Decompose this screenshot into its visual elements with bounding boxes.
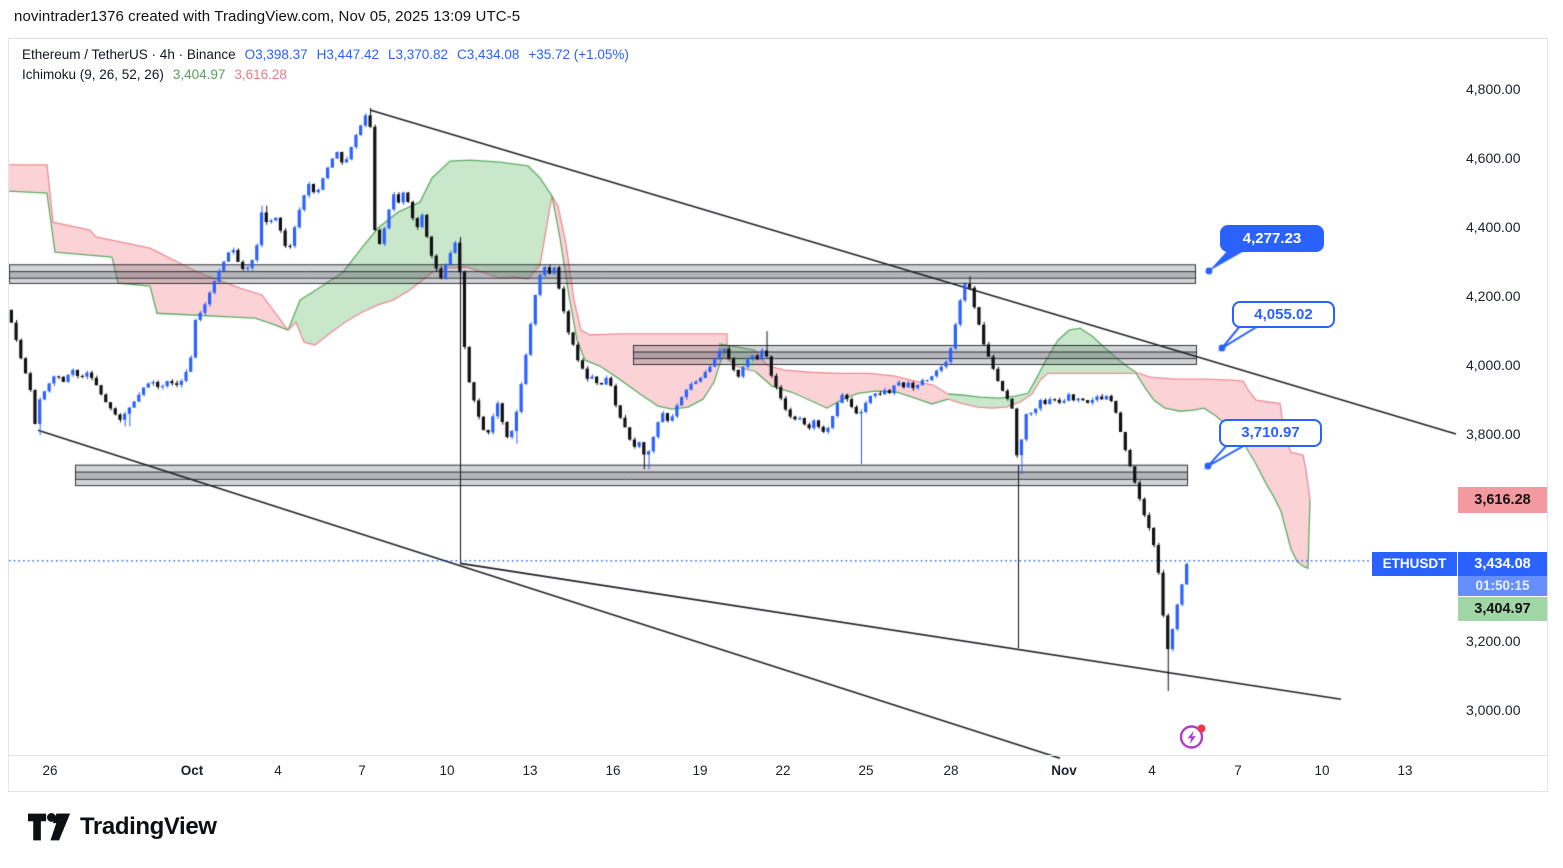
- last-price-label: 3,434.08: [1458, 552, 1547, 576]
- x-axis-tick: 16: [605, 763, 621, 778]
- y-axis-tick: 4,800.00: [1466, 81, 1521, 97]
- x-axis-tick: 4: [1148, 763, 1156, 778]
- price-callout[interactable]: 4,055.02: [1232, 301, 1335, 328]
- y-axis-tick: 4,600.00: [1466, 150, 1521, 166]
- legend-symbol-row[interactable]: Ethereum / TetherUS · 4h · Binance O3,398…: [22, 45, 629, 65]
- ohlc-close: C3,434.08: [457, 47, 520, 62]
- flash-event-icon[interactable]: [1179, 723, 1206, 750]
- ohlc-low: L3,370.82: [387, 47, 449, 62]
- ohlc-change: +35.72 (+1.05%): [528, 47, 629, 62]
- symbol-price-tag: ETHUSDT: [1372, 552, 1457, 576]
- x-axis-tick: Oct: [180, 763, 204, 778]
- x-axis-tick: 25: [858, 763, 874, 778]
- price-callout[interactable]: 3,710.97: [1219, 419, 1322, 447]
- x-axis-tick: 4: [274, 763, 282, 778]
- x-axis-tick: 10: [1314, 763, 1330, 778]
- time-axis-separator: [8, 755, 1548, 756]
- x-axis-tick: 7: [1234, 763, 1242, 778]
- indicator-senkou-a-value: 3,404.97: [172, 67, 226, 82]
- tradingview-logo-text: TradingView: [80, 813, 217, 840]
- tradingview-logo[interactable]: TradingView: [27, 812, 217, 842]
- y-axis-tick: 3,800.00: [1466, 426, 1521, 442]
- ohlc-high: H3,447.42: [316, 47, 379, 62]
- tradingview-logo-icon: [27, 813, 71, 841]
- x-axis-tick: 28: [943, 763, 959, 778]
- ohlc-open: O3,398.37: [244, 47, 308, 62]
- x-axis-tick: 19: [692, 763, 708, 778]
- y-axis-tick: 4,000.00: [1466, 357, 1521, 373]
- y-axis-tick: 3,000.00: [1466, 702, 1521, 718]
- x-axis-tick: 13: [522, 763, 538, 778]
- x-axis-tick: 13: [1397, 763, 1413, 778]
- y-axis-tick: 3,200.00: [1466, 633, 1521, 649]
- senkou-a-price-label: 3,404.97: [1458, 597, 1547, 621]
- bar-countdown-label: 01:50:15: [1458, 576, 1547, 596]
- x-axis-tick: 26: [42, 763, 58, 778]
- price-callout[interactable]: 4,277.23: [1220, 225, 1324, 252]
- x-axis-tick: 22: [775, 763, 791, 778]
- x-axis-tick: 10: [439, 763, 455, 778]
- x-axis-tick: Nov: [1051, 763, 1077, 778]
- y-axis-tick: 4,400.00: [1466, 219, 1521, 235]
- indicator-title[interactable]: Ichimoku (9, 26, 52, 26): [22, 67, 164, 82]
- indicator-senkou-b-value: 3,616.28: [234, 67, 287, 82]
- x-axis-tick: 7: [358, 763, 366, 778]
- y-axis-tick: 4,200.00: [1466, 288, 1521, 304]
- senkou-b-price-label: 3,616.28: [1458, 487, 1547, 513]
- chart-legend[interactable]: Ethereum / TetherUS · 4h · Binance O3,398…: [22, 45, 629, 85]
- legend-indicator-row[interactable]: Ichimoku (9, 26, 52, 26) 3,404.97 3,616.28: [22, 65, 629, 85]
- symbol-title[interactable]: Ethereum / TetherUS · 4h · Binance: [22, 47, 236, 62]
